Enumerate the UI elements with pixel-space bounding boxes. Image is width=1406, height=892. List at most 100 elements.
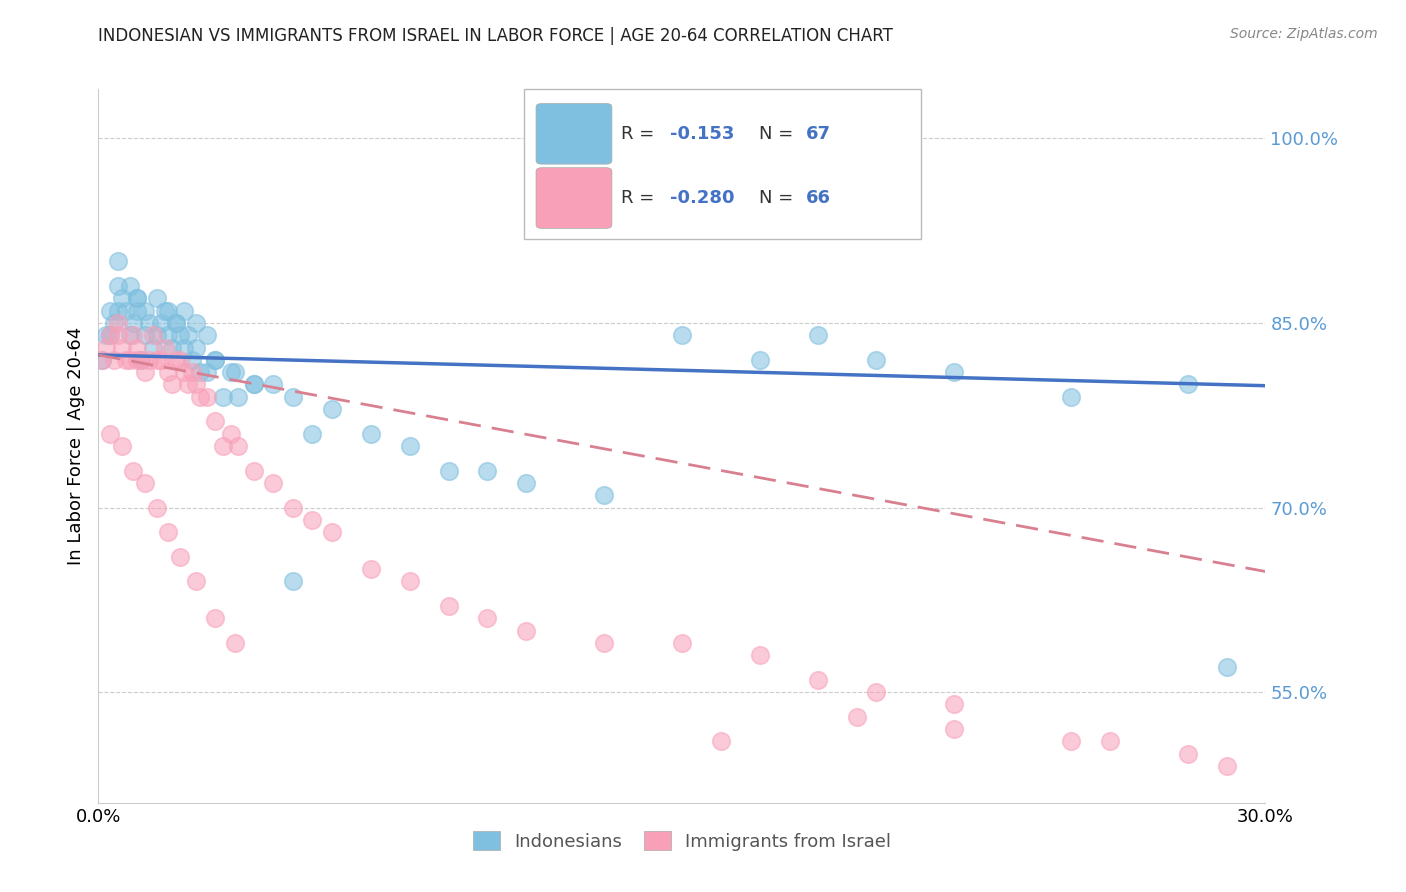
Point	[96, 341, 118, 355]
Point	[165, 316, 187, 330]
Text: Source: ZipAtlas.com: Source: ZipAtlas.com	[1230, 27, 1378, 41]
Point	[129, 352, 152, 367]
Point	[91, 352, 114, 367]
Point	[118, 352, 141, 367]
Point	[188, 365, 211, 379]
FancyBboxPatch shape	[536, 103, 612, 164]
Point	[103, 352, 125, 367]
Point	[169, 328, 191, 343]
Point	[204, 611, 226, 625]
Point	[865, 685, 887, 699]
Point	[477, 611, 499, 625]
Point	[162, 377, 184, 392]
Point	[301, 513, 323, 527]
Point	[134, 365, 156, 379]
Point	[281, 390, 304, 404]
Point	[138, 352, 160, 367]
Point	[943, 365, 966, 379]
Point	[228, 390, 250, 404]
Point	[224, 365, 246, 379]
Point	[111, 341, 134, 355]
Point	[98, 328, 121, 343]
Point	[103, 316, 125, 330]
Point	[138, 316, 160, 330]
Point	[153, 341, 176, 355]
Point	[1177, 377, 1199, 392]
Point	[477, 464, 499, 478]
Point	[180, 365, 202, 379]
Point	[149, 316, 172, 330]
Point	[134, 475, 156, 490]
Point	[219, 365, 242, 379]
Point	[360, 562, 382, 576]
Point	[127, 303, 149, 318]
Point	[173, 341, 195, 355]
Point	[1215, 660, 1237, 674]
Point	[437, 464, 460, 478]
Point	[142, 328, 165, 343]
Point	[122, 464, 145, 478]
Point	[107, 254, 129, 268]
Point	[243, 377, 266, 392]
Text: N =: N =	[759, 189, 799, 207]
Point	[111, 439, 134, 453]
Y-axis label: In Labor Force | Age 20-64: In Labor Force | Age 20-64	[66, 326, 84, 566]
Point	[204, 352, 226, 367]
Point	[118, 328, 141, 343]
Point	[134, 303, 156, 318]
Point	[228, 439, 250, 453]
Point	[671, 636, 693, 650]
Point	[321, 525, 343, 540]
Point	[360, 426, 382, 441]
Point	[122, 328, 145, 343]
Point	[515, 624, 537, 638]
Point	[243, 464, 266, 478]
Point	[157, 525, 180, 540]
Point	[301, 426, 323, 441]
Point	[122, 316, 145, 330]
Point	[98, 303, 121, 318]
Point	[114, 303, 136, 318]
Point	[243, 377, 266, 392]
Point	[96, 328, 118, 343]
Point	[281, 574, 304, 589]
Point	[118, 279, 141, 293]
Point	[146, 291, 169, 305]
Point	[177, 377, 200, 392]
Point	[710, 734, 733, 748]
Point	[262, 377, 284, 392]
Point	[195, 328, 218, 343]
Point	[165, 316, 187, 330]
Point	[188, 390, 211, 404]
Point	[153, 303, 176, 318]
Text: R =: R =	[621, 125, 661, 143]
Text: 67: 67	[806, 125, 831, 143]
Point	[184, 341, 207, 355]
Text: -0.153: -0.153	[671, 125, 734, 143]
Point	[1060, 390, 1083, 404]
Point	[281, 500, 304, 515]
Point	[224, 636, 246, 650]
Point	[107, 328, 129, 343]
Point	[204, 352, 226, 367]
Point	[184, 377, 207, 392]
Point	[114, 352, 136, 367]
Point	[671, 328, 693, 343]
Point	[107, 279, 129, 293]
Text: INDONESIAN VS IMMIGRANTS FROM ISRAEL IN LABOR FORCE | AGE 20-64 CORRELATION CHAR: INDONESIAN VS IMMIGRANTS FROM ISRAEL IN …	[98, 27, 893, 45]
Point	[173, 365, 195, 379]
Point	[146, 500, 169, 515]
Point	[127, 291, 149, 305]
Point	[173, 303, 195, 318]
Point	[593, 488, 616, 502]
Point	[195, 390, 218, 404]
Text: -0.280: -0.280	[671, 189, 735, 207]
Point	[807, 328, 830, 343]
Point	[91, 352, 114, 367]
Point	[184, 316, 207, 330]
Point	[180, 352, 202, 367]
Point	[1215, 759, 1237, 773]
Point	[943, 722, 966, 736]
Point	[127, 352, 149, 367]
Point	[1098, 734, 1121, 748]
